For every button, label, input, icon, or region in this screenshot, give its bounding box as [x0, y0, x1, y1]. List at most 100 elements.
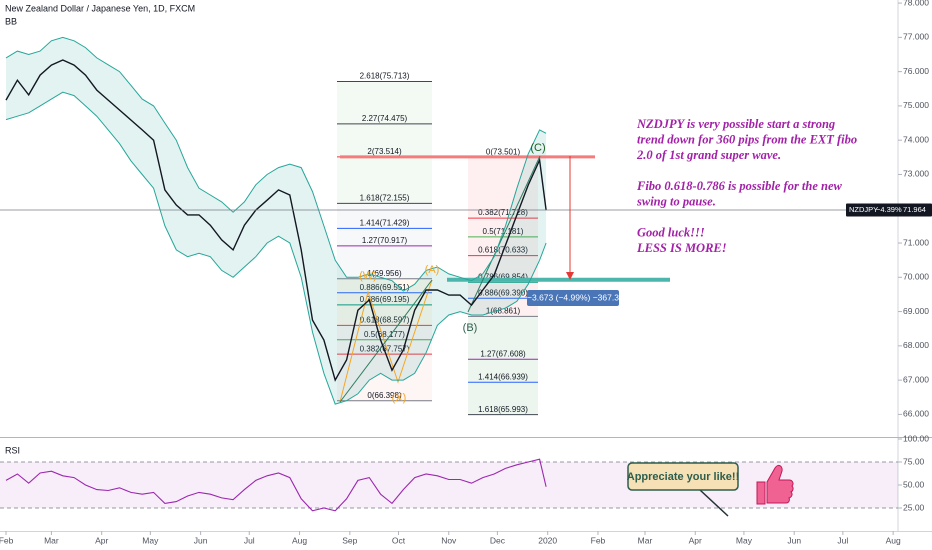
x-tick-label: Sep	[342, 535, 357, 545]
fib-zone	[468, 316, 538, 360]
x-tick-label: Feb	[591, 535, 606, 545]
note-text: trend down for 360 pips from the EXT fib…	[637, 132, 857, 146]
x-tick-label: Jun	[787, 535, 801, 545]
callout-pointer	[699, 489, 729, 517]
fib-label: 0(73.501)	[486, 147, 521, 156]
note-text: 2.0 of 1st grand super wave.	[636, 148, 781, 162]
y-tick-label: 50.00	[903, 479, 925, 489]
note-text: swing to pause.	[636, 194, 716, 208]
x-tick-label: May	[142, 535, 159, 545]
fib-label: 2(73.514)	[367, 147, 402, 156]
fib-label: 1.618(65.993)	[478, 405, 528, 414]
fib-zone	[337, 278, 432, 293]
fib-label: 1(68.861)	[486, 306, 521, 315]
fib-label: 0.886(69.551)	[360, 283, 410, 292]
x-tick-label: Oct	[392, 535, 406, 545]
fib-zone	[337, 354, 432, 401]
wave-label: (B)	[463, 322, 478, 334]
fib-zone	[337, 325, 432, 340]
bb-line	[5, 36, 547, 292]
y-tick-label: 69.000	[903, 306, 929, 316]
y-tick-label: 67.000	[903, 374, 929, 384]
wave-label: (W)	[359, 270, 377, 282]
callout-text: Appreciate your like!!	[627, 471, 739, 483]
wave-label: (X)	[392, 392, 407, 404]
x-tick-label: Apr	[689, 535, 702, 545]
wave-path	[339, 279, 433, 403]
x-tick-label: Jul	[837, 535, 848, 545]
y-tick-label: 66.000	[903, 409, 929, 419]
fib-zone	[468, 382, 538, 415]
fib-label: 0.786(69.195)	[360, 295, 410, 304]
y-tick-label: 73.000	[903, 169, 929, 179]
measure-box	[527, 290, 619, 306]
fib-zone	[468, 218, 538, 237]
fib-zone	[337, 245, 432, 279]
x-tick-label: Feb	[0, 535, 14, 545]
fib-zone	[468, 298, 538, 317]
fib-label: 1.414(66.939)	[478, 372, 528, 381]
note-text: Good luck!!!	[637, 225, 705, 239]
fib-zone	[337, 228, 432, 246]
x-tick-label: Jul	[244, 535, 255, 545]
x-tick-label: Aug	[292, 535, 307, 545]
indicator-label: BB	[5, 16, 17, 26]
fib-label: 1.414(71.429)	[360, 218, 410, 227]
fib-label: 1.27(67.608)	[480, 349, 526, 358]
thumbs-up-icon	[756, 464, 794, 505]
fib-zone	[337, 156, 432, 204]
y-tick-label: 100.00	[903, 433, 929, 443]
y-tick-label: 71.000	[903, 237, 929, 247]
fib-label: 1.618(72.155)	[360, 194, 410, 203]
wave-path	[339, 279, 433, 403]
note-text: Fibo 0.618-0.786 is possible for the new	[636, 179, 843, 193]
x-tick-label: Aug	[886, 535, 901, 545]
fib-zone	[337, 123, 432, 157]
note-text: LESS IS MORE!	[636, 241, 727, 255]
x-tick-label: Dec	[490, 535, 506, 545]
fib-zone	[337, 203, 432, 229]
fib-zone	[468, 359, 538, 383]
series-line	[5, 59, 547, 382]
x-tick-label: 2020	[538, 535, 557, 545]
series-line	[5, 458, 547, 512]
y-tick-label: 78.000	[903, 0, 929, 7]
y-tick-label: 75.00	[903, 456, 925, 466]
chart-title: New Zealand Dollar / Japanese Yen, 1D, F…	[5, 3, 195, 13]
x-tick-label: May	[736, 535, 753, 545]
rsi-band	[0, 462, 898, 508]
wave-label: (A)	[425, 264, 440, 276]
last-price-box	[846, 203, 932, 217]
last-price-symbol: NZDJPY	[849, 205, 878, 214]
fib-label: 0.5(68.177)	[364, 330, 405, 339]
y-tick-label: 77.000	[903, 32, 929, 42]
fib-label: 0.382(71.728)	[478, 208, 528, 217]
fib-zone	[468, 157, 538, 219]
y-tick-label: 68.000	[903, 340, 929, 350]
fib-label: 1.27(70.917)	[362, 236, 408, 245]
fib-zone	[468, 236, 538, 256]
fib-label: 0(66.398)	[367, 391, 402, 400]
y-tick-label: 25.00	[903, 502, 925, 512]
x-tick-label: Apr	[95, 535, 108, 545]
fib-label: 2.27(74.475)	[362, 114, 408, 123]
note-text: NZDJPY is very possible start a strong	[636, 117, 835, 131]
measure-arrowhead	[566, 272, 574, 280]
y-tick-label: 76.000	[903, 66, 929, 76]
last-price-change: −4.39%	[876, 205, 902, 214]
callout-box	[627, 462, 739, 491]
fib-label: 0.618(68.597)	[360, 315, 410, 324]
fib-label: 1(69.956)	[367, 269, 402, 278]
measure-label: −3.673 (−4.99%) −367.3	[527, 292, 619, 302]
bb-line	[5, 91, 547, 405]
y-tick-label: 74.000	[903, 134, 929, 144]
fib-zone	[337, 81, 432, 124]
wave-path	[467, 155, 541, 313]
x-tick-label: Jun	[194, 535, 208, 545]
fib-zone	[337, 292, 432, 305]
y-tick-label: 70.000	[903, 272, 929, 282]
